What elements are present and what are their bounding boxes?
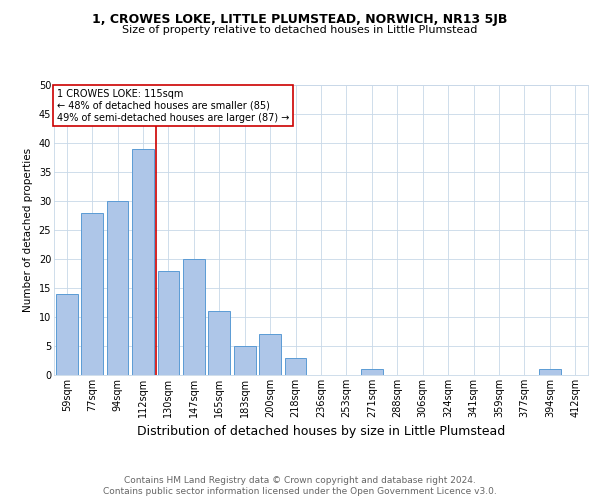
- Bar: [107, 201, 128, 375]
- Text: 1 CROWES LOKE: 115sqm
← 48% of detached houses are smaller (85)
49% of semi-deta: 1 CROWES LOKE: 115sqm ← 48% of detached …: [56, 90, 289, 122]
- Bar: [56, 294, 77, 375]
- X-axis label: Distribution of detached houses by size in Little Plumstead: Distribution of detached houses by size …: [137, 426, 505, 438]
- Bar: [208, 311, 230, 375]
- Text: Contains HM Land Registry data © Crown copyright and database right 2024.: Contains HM Land Registry data © Crown c…: [124, 476, 476, 485]
- Bar: [259, 334, 281, 375]
- Text: 1, CROWES LOKE, LITTLE PLUMSTEAD, NORWICH, NR13 5JB: 1, CROWES LOKE, LITTLE PLUMSTEAD, NORWIC…: [92, 12, 508, 26]
- Text: Contains public sector information licensed under the Open Government Licence v3: Contains public sector information licen…: [103, 487, 497, 496]
- Bar: [285, 358, 307, 375]
- Text: Size of property relative to detached houses in Little Plumstead: Size of property relative to detached ho…: [122, 25, 478, 35]
- Bar: [539, 369, 560, 375]
- Bar: [234, 346, 256, 375]
- Bar: [132, 149, 154, 375]
- Bar: [158, 270, 179, 375]
- Y-axis label: Number of detached properties: Number of detached properties: [23, 148, 33, 312]
- Bar: [82, 212, 103, 375]
- Bar: [183, 259, 205, 375]
- Bar: [361, 369, 383, 375]
